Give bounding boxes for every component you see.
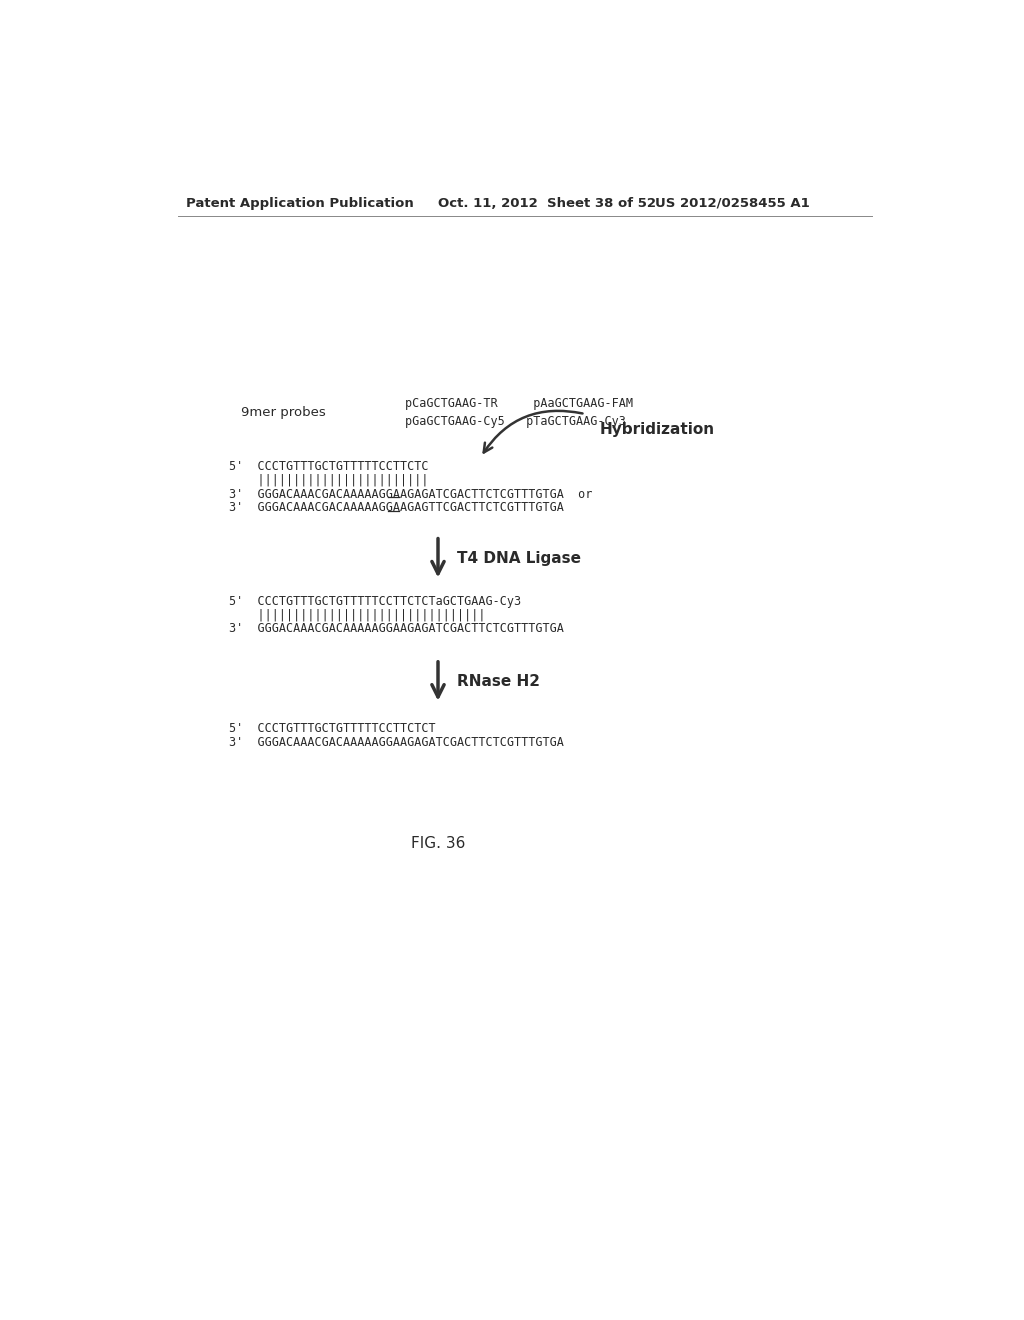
Text: 9mer probes: 9mer probes: [241, 407, 326, 418]
Text: 5'  CCCTGTTTGCTGTTTTTCCTTCTC: 5' CCCTGTTTGCTGTTTTTCCTTCTC: [228, 459, 428, 473]
Text: 3'  GGGACAAACGACAAAAAGGAAGAGATCGACTTCTCGTTTGTGA  or: 3' GGGACAAACGACAAAAAGGAAGAGATCGACTTCTCGT…: [228, 487, 592, 500]
Text: 3'  GGGACAAACGACAAAAAGGAAGAGTTCGACTTCTCGTTTGTGA: 3' GGGACAAACGACAAAAAGGAAGAGTTCGACTTCTCGT…: [228, 502, 563, 515]
Text: pGaGCTGAAG-Cy5   pTaGCTGAAG-Cy3: pGaGCTGAAG-Cy5 pTaGCTGAAG-Cy3: [406, 416, 627, 428]
Text: 5'  CCCTGTTTGCTGTTTTTCCTTCTCT: 5' CCCTGTTTGCTGTTTTTCCTTCTCT: [228, 722, 435, 735]
Text: Patent Application Publication: Patent Application Publication: [186, 197, 414, 210]
Text: US 2012/0258455 A1: US 2012/0258455 A1: [655, 197, 810, 210]
Text: Hybridization: Hybridization: [599, 422, 715, 437]
Text: 5'  CCCTGTTTGCTGTTTTTCCTTCTCTaGCTGAAG-Cy3: 5' CCCTGTTTGCTGTTTTTCCTTCTCTaGCTGAAG-Cy3: [228, 594, 521, 607]
Text: ||||||||||||||||||||||||: ||||||||||||||||||||||||: [228, 474, 428, 487]
Text: RNase H2: RNase H2: [458, 673, 541, 689]
Text: pCaGCTGAAG-TR     pAaGCTGAAG-FAM: pCaGCTGAAG-TR pAaGCTGAAG-FAM: [406, 397, 634, 409]
Text: T4 DNA Ligase: T4 DNA Ligase: [458, 550, 582, 565]
Text: ||||||||||||||||||||||||||||||||: ||||||||||||||||||||||||||||||||: [228, 609, 485, 622]
Text: FIG. 36: FIG. 36: [411, 836, 465, 851]
Text: 3'  GGGACAAACGACAAAAAGGAAGAGATCGACTTCTCGTTTGTGA: 3' GGGACAAACGACAAAAAGGAAGAGATCGACTTCTCGT…: [228, 735, 563, 748]
Text: 3'  GGGACAAACGACAAAAAGGAAGAGATCGACTTCTCGTTTGTGA: 3' GGGACAAACGACAAAAAGGAAGAGATCGACTTCTCGT…: [228, 622, 563, 635]
Text: Oct. 11, 2012  Sheet 38 of 52: Oct. 11, 2012 Sheet 38 of 52: [438, 197, 656, 210]
